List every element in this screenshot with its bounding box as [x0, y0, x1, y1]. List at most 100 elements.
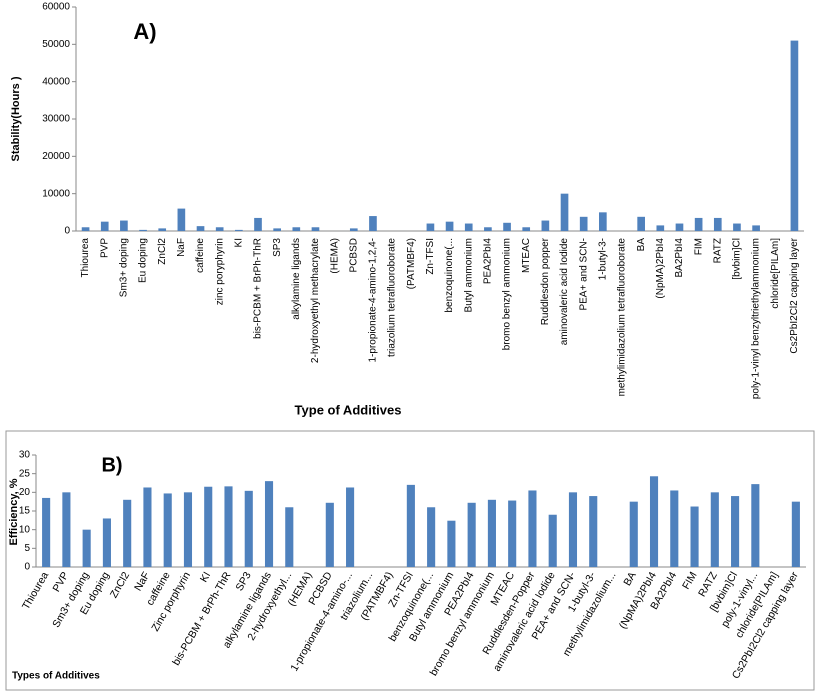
y-tick-label: 30000	[42, 114, 70, 125]
bar	[790, 40, 799, 231]
bar	[467, 502, 476, 567]
x-tick-label: alkylamine ligands	[291, 238, 302, 320]
x-tick-label: bromo benzyl ammonium	[502, 238, 513, 350]
x-tick-label: Ruddlesdon popper	[540, 237, 551, 325]
bar	[224, 486, 233, 567]
x-tick-label: 1-propionate-4-amino-1,2,4-	[368, 238, 379, 363]
x-tick-label: RATZ	[712, 238, 723, 263]
y-tick-label: 40000	[42, 76, 70, 87]
x-tick-label: Eu doping	[138, 238, 149, 283]
bar	[629, 501, 638, 567]
bar	[690, 506, 699, 567]
bar	[254, 217, 262, 231]
x-tick-label: aminovaleric acid Iodide	[559, 238, 570, 346]
bar	[464, 223, 473, 231]
x-tick-label: SP3	[272, 238, 283, 257]
bar	[579, 216, 588, 231]
x-tick-label: BA	[636, 238, 647, 252]
bar	[710, 492, 719, 567]
bar	[656, 225, 665, 231]
bar	[447, 520, 456, 567]
y-tick-label: 20	[19, 487, 31, 498]
bar	[568, 492, 578, 567]
bar	[42, 497, 51, 567]
y-tick-label: 60000	[42, 2, 70, 13]
bar	[215, 227, 224, 231]
y-axis-label: Stability(Hours )	[10, 76, 22, 161]
bar	[487, 499, 496, 567]
bar	[522, 227, 531, 231]
bar	[713, 217, 722, 231]
bar	[694, 217, 703, 231]
x-axis-label: Type of Additives	[295, 402, 402, 417]
bar	[649, 476, 659, 567]
bar	[163, 493, 172, 567]
x-tick-label: Zn-TFSI	[425, 238, 436, 275]
bar	[675, 223, 684, 231]
bar	[158, 228, 167, 231]
y-tick-label: 15	[19, 506, 31, 517]
bar	[427, 507, 436, 567]
bar	[264, 481, 274, 567]
y-tick-label: 50000	[42, 39, 70, 50]
x-tick-label: PEA+ and SCN-	[578, 238, 589, 311]
bar	[325, 502, 334, 567]
x-tick-label: 2-hydroxyethyl methacrylate	[310, 238, 321, 363]
bar	[503, 222, 511, 231]
bar	[292, 227, 301, 231]
x-tick-label: ZnCl2	[108, 570, 132, 600]
bar	[143, 487, 152, 567]
bar	[637, 216, 645, 231]
y-tick-label: 25	[19, 468, 31, 479]
x-axis-label: Types of Additives	[12, 671, 100, 682]
x-tick-label: Cs2PbI2Cl2 capping layer	[789, 237, 800, 353]
bar	[406, 484, 415, 567]
y-tick-label: 20000	[42, 151, 70, 162]
bar	[183, 492, 193, 567]
bar	[100, 221, 109, 231]
bar	[484, 227, 492, 231]
x-tick-label: BA	[621, 570, 638, 588]
bar	[589, 496, 598, 567]
x-tick-label: zinc poryphyrin	[214, 238, 225, 305]
chart-title: A)	[133, 19, 156, 44]
x-tick-label: PCBSD	[348, 238, 359, 272]
bar	[560, 193, 569, 231]
bar	[273, 228, 281, 231]
bar	[235, 229, 243, 231]
bar	[528, 490, 537, 567]
x-tick-label: [bvbim]Cl	[732, 238, 743, 280]
bar	[311, 227, 320, 231]
x-tick-label: Sm3+ doping	[119, 238, 130, 297]
bar	[731, 496, 740, 567]
x-tick-label: PEA2PbI4	[483, 238, 494, 285]
bar	[426, 223, 435, 231]
bar	[751, 484, 760, 567]
x-tick-label: NaF	[176, 238, 187, 257]
y-tick-label: 5	[24, 543, 30, 554]
bar	[752, 225, 760, 231]
x-tick-label: Butyl ammonium	[463, 238, 474, 312]
x-tick-label: (PATMBF4)	[406, 238, 417, 289]
bar	[599, 212, 607, 231]
x-tick-label: chloride[PILAm]	[770, 238, 781, 309]
y-tick-label: 10	[19, 524, 31, 535]
chart-title: B)	[101, 454, 122, 476]
x-tick-label: benzoquinone(...	[444, 238, 455, 313]
x-tick-label: triazolium tetrafluoroborate	[387, 238, 398, 357]
x-tick-label: caffeine	[195, 238, 206, 273]
x-tick-label: ZnCl2	[157, 238, 168, 265]
bar	[177, 208, 186, 231]
bar	[204, 486, 213, 567]
y-axis-label: Efficiency, %	[8, 478, 20, 545]
bar	[733, 223, 741, 231]
bar	[62, 492, 71, 567]
x-tick-label: 1-butyl-3-	[597, 238, 608, 280]
x-tick-label: SP3	[233, 570, 253, 593]
x-tick-label: PVP	[99, 238, 110, 258]
x-tick-label: NaF	[132, 570, 152, 593]
x-tick-label: KI	[233, 238, 244, 247]
bar	[445, 221, 454, 231]
x-tick-label: MTEAC	[521, 238, 532, 273]
